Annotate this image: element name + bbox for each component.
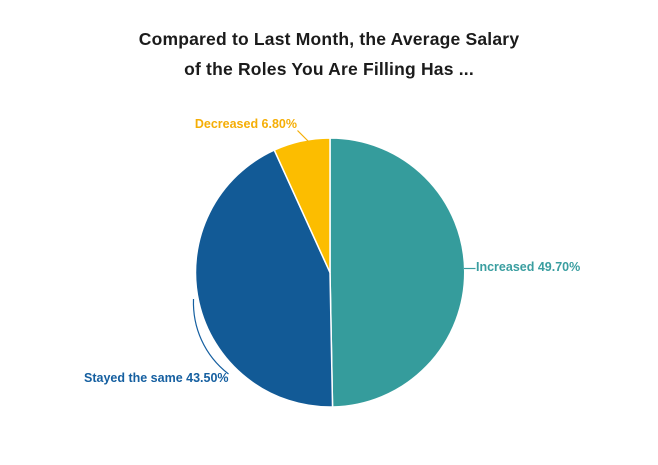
connector-stayed-the-same: [192, 298, 229, 375]
pie-slice-increased[interactable]: [329, 137, 466, 408]
pie-slices: [194, 137, 466, 408]
connector-decreased: [297, 130, 309, 142]
label-stayed-the-same: Stayed the same 43.50%: [84, 371, 229, 385]
label-increased: Increased 49.70%: [476, 260, 581, 274]
pie-slice-stayed-the-same[interactable]: [194, 149, 334, 408]
pie-slice-decreased[interactable]: [273, 137, 331, 274]
chart-title-line1: Compared to Last Month, the Average Sala…: [138, 29, 520, 49]
chart-title-line2: of the Roles You Are Filling Has ...: [184, 59, 474, 79]
label-decreased: Decreased 6.80%: [194, 117, 297, 131]
chart-title: Compared to Last Month, the Average Sala…: [0, 24, 658, 84]
